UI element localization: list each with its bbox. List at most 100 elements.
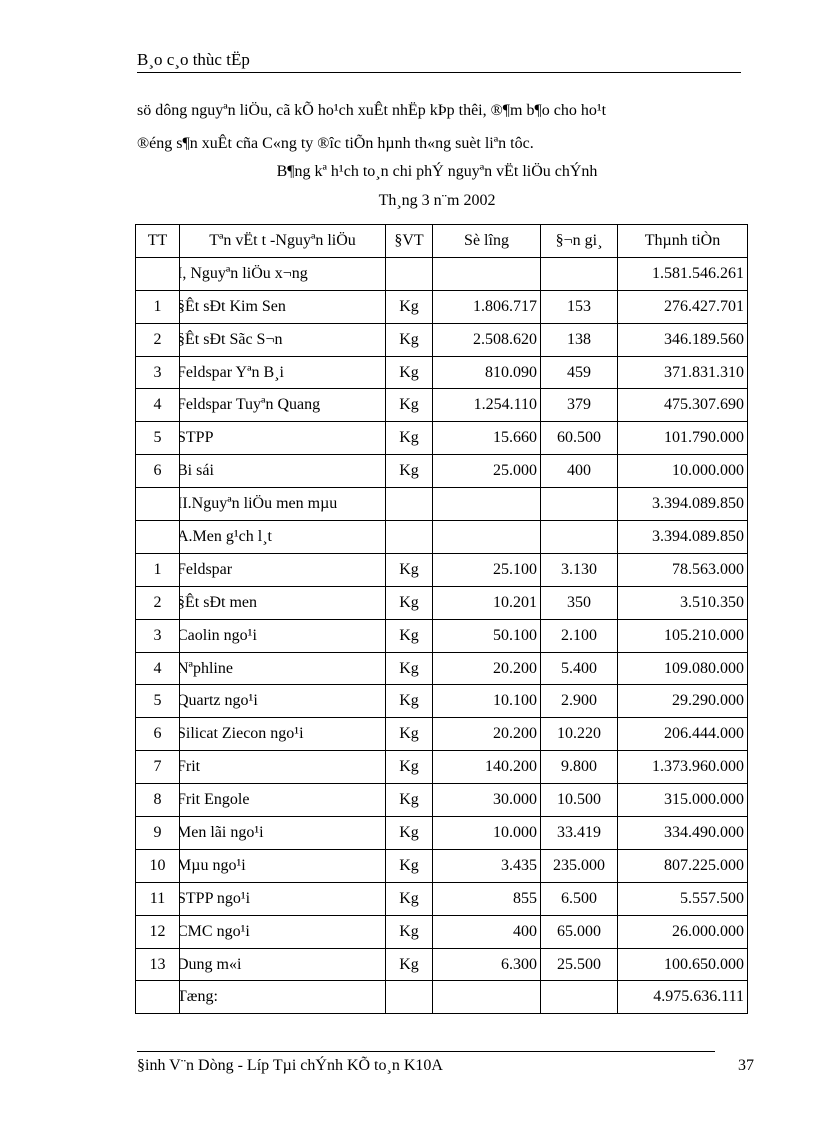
- cell-tt: 4: [135, 388, 180, 423]
- cell-quantity: 20.200: [432, 717, 541, 752]
- cell-unit: Kg: [385, 651, 433, 686]
- cell-amount: 1.373.960.000: [617, 750, 748, 785]
- cell-tt: 4: [135, 651, 180, 686]
- cell-tt: 3: [135, 355, 180, 390]
- cell-unit: [385, 487, 433, 522]
- table-row: Tæng: 4.975.636.111: [135, 980, 748, 1015]
- cell-tt: 11: [135, 881, 180, 916]
- cell-unit: Kg: [385, 914, 433, 949]
- cell-material-name: Frit Engole: [179, 783, 386, 818]
- cell-unit: Kg: [385, 585, 433, 620]
- table-row: 12 CMC ngo¹i Kg 400 65.000 26.000.000: [135, 914, 748, 949]
- cell-quantity: 25.000: [432, 454, 541, 489]
- cell-material-name: CMC ngo¹i: [179, 914, 386, 949]
- cell-amount: 29.290.000: [617, 684, 748, 719]
- cell-amount: 334.490.000: [617, 816, 748, 850]
- cell-tt: 6: [135, 454, 180, 489]
- cell-material-name: Tæng:: [179, 980, 386, 1015]
- column-header: Sè l­îng: [432, 224, 541, 258]
- cell-unit-price: [540, 256, 618, 291]
- cell-quantity: 10.100: [432, 684, 541, 719]
- cell-material-name: A.Men g¹ch l¸t: [179, 520, 386, 554]
- cell-tt: [135, 980, 180, 1015]
- table-row: 8 Frit Engole Kg 30.000 10.500 315.000.000: [135, 783, 748, 818]
- cell-amount: 5.557.500: [617, 881, 748, 916]
- footer-divider: [137, 1051, 715, 1052]
- cell-material-name: Men lãi ngo¹i: [179, 816, 386, 850]
- table-row: 1 §Êt sÐt Kim Sen Kg 1.806.717 153 276.427.70…: [135, 289, 748, 324]
- cell-unit: Kg: [385, 947, 433, 982]
- cell-material-name: I, Nguyªn liÖu x­¬ng: [179, 256, 386, 291]
- cell-amount: 101.790.000: [617, 421, 748, 456]
- table-row: II.Nguyªn liÖu men mµu 3.394.089.850: [135, 487, 748, 522]
- cell-quantity: 140.200: [432, 750, 541, 785]
- cell-material-name: STPP: [179, 421, 386, 456]
- cell-quantity: 1.806.717: [432, 289, 541, 324]
- cell-unit-price: 138: [540, 322, 618, 357]
- cell-material-name: Quartz ngo¹i: [179, 684, 386, 719]
- cell-material-name: §Êt sÐt men: [179, 585, 386, 620]
- cell-amount: 4.975.636.111: [617, 980, 748, 1015]
- cell-unit: Kg: [385, 618, 433, 653]
- cell-amount: 78.563.000: [617, 552, 748, 587]
- paragraph-line: ®éng s¶n xuÊt cña C«ng ty ®îc tiÕn hµnh …: [137, 135, 534, 152]
- cell-unit: Kg: [385, 848, 433, 883]
- cell-quantity: 20.200: [432, 651, 541, 686]
- table-row: 4 Nªphline Kg 20.200 5.400 109.080.000: [135, 651, 748, 686]
- cell-unit: [385, 980, 433, 1015]
- cell-unit-price: [540, 980, 618, 1015]
- cell-material-name: §Êt sÐt Kim Sen: [179, 289, 386, 324]
- cell-tt: 1: [135, 289, 180, 324]
- cell-quantity: [432, 980, 541, 1015]
- cell-quantity: 3.435: [432, 848, 541, 883]
- column-header: §¬n gi¸: [540, 224, 618, 258]
- cell-quantity: 10.201: [432, 585, 541, 620]
- cell-unit: Kg: [385, 717, 433, 752]
- cell-quantity: 855: [432, 881, 541, 916]
- cell-material-name: Dung m«i: [179, 947, 386, 982]
- column-header: TT: [135, 224, 180, 258]
- cell-quantity: 25.100: [432, 552, 541, 587]
- cell-unit-price: 9.800: [540, 750, 618, 785]
- table-title: B¶ng kª h¹ch to¸n chi phÝ nguyªn vËt liÖ…: [276, 163, 598, 180]
- cell-unit: Kg: [385, 388, 433, 423]
- cell-amount: 3.394.089.850: [617, 520, 748, 554]
- cell-material-name: Nªphline: [179, 651, 386, 686]
- cell-material-name: Frit: [179, 750, 386, 785]
- cell-unit-price: 10.220: [540, 717, 618, 752]
- cell-material-name: Silicat Ziecon ngo¹i: [179, 717, 386, 752]
- cell-tt: 3: [135, 618, 180, 653]
- cell-quantity: 10.000: [432, 816, 541, 850]
- cell-tt: 13: [135, 947, 180, 982]
- table-row: 4 Feldspar Tuyªn Quang Kg 1.254.110 379 475.3…: [135, 388, 748, 423]
- cell-unit: Kg: [385, 684, 433, 719]
- cell-tt: 1: [135, 552, 180, 587]
- cell-tt: [135, 487, 180, 522]
- cell-unit-price: 65.000: [540, 914, 618, 949]
- cell-unit: Kg: [385, 783, 433, 818]
- cell-quantity: 6.300: [432, 947, 541, 982]
- cell-amount: 807.225.000: [617, 848, 748, 883]
- cell-material-name: Mµu ngo¹i: [179, 848, 386, 883]
- cell-amount: 100.650.000: [617, 947, 748, 982]
- cell-unit-price: 350: [540, 585, 618, 620]
- cell-unit-price: 10.500: [540, 783, 618, 818]
- cell-quantity: 810.090: [432, 355, 541, 390]
- cell-unit-price: 5.400: [540, 651, 618, 686]
- cell-material-name: II.Nguyªn liÖu men mµu: [179, 487, 386, 522]
- table-row: 6 Silicat Ziecon ngo¹i Kg 20.200 10.220 206.4…: [135, 717, 748, 752]
- table-row: 10 Mµu ngo¹i Kg 3.435 235.000 807.225.000: [135, 848, 748, 883]
- cell-amount: 105.210.000: [617, 618, 748, 653]
- cell-unit: Kg: [385, 816, 433, 850]
- paragraph-line: sö dông nguyªn liÖu, cã kÕ ho¹ch xuÊt nh…: [137, 102, 607, 119]
- cell-quantity: [432, 256, 541, 291]
- cell-quantity: [432, 487, 541, 522]
- cell-material-name: Feldspar Tuyªn Quang: [179, 388, 386, 423]
- cell-material-name: STPP ngo¹i: [179, 881, 386, 916]
- cell-amount: 346.189.560: [617, 322, 748, 357]
- cell-tt: 9: [135, 816, 180, 850]
- cell-amount: 26.000.000: [617, 914, 748, 949]
- cell-tt: 2: [135, 585, 180, 620]
- cell-unit: Kg: [385, 552, 433, 587]
- cell-unit: [385, 256, 433, 291]
